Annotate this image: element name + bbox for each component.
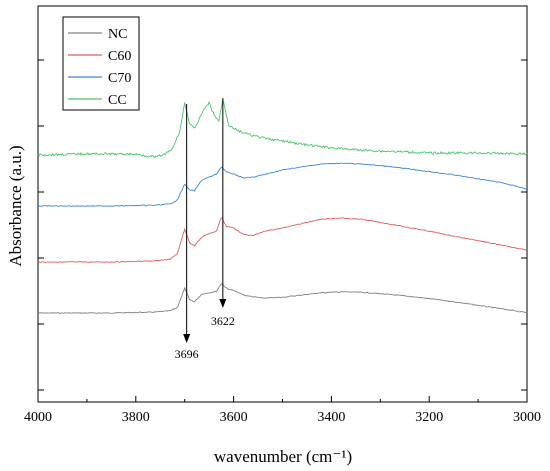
annotation-arrowhead-3696 [183,334,191,343]
legend-label-c60: C60 [108,49,131,64]
y-axis-label: Absorbance (a.u.) [6,145,25,266]
x-tick-label: 3400 [317,410,345,425]
legend-label-c70: C70 [108,71,131,86]
series-line-cc [37,99,528,159]
series-line-c70 [37,162,528,207]
series-layer [37,99,528,314]
x-tick-label: 3600 [220,410,248,425]
x-tick-label: 3000 [513,410,541,425]
annotations-layer: 3696 3622 [175,98,235,361]
series-line-c60 [38,217,528,263]
legend-label-cc: CC [108,93,127,108]
annotation-label-3622: 3622 [211,314,235,328]
legend: NC C60 C70 CC [62,16,140,111]
legend-label-nc: NC [108,27,127,42]
ticks-layer: 4000 3800 3600 3400 3200 3000 [24,59,541,425]
x-axis-label: wavenumber (cm⁻¹) [214,447,352,466]
annotation-label-3696: 3696 [175,347,199,361]
annotation-arrowhead-3622 [219,299,227,308]
x-tick-label: 4000 [24,410,52,425]
series-line-nc [38,283,528,314]
x-tick-label: 3200 [415,410,443,425]
x-tick-label: 3800 [122,410,150,425]
